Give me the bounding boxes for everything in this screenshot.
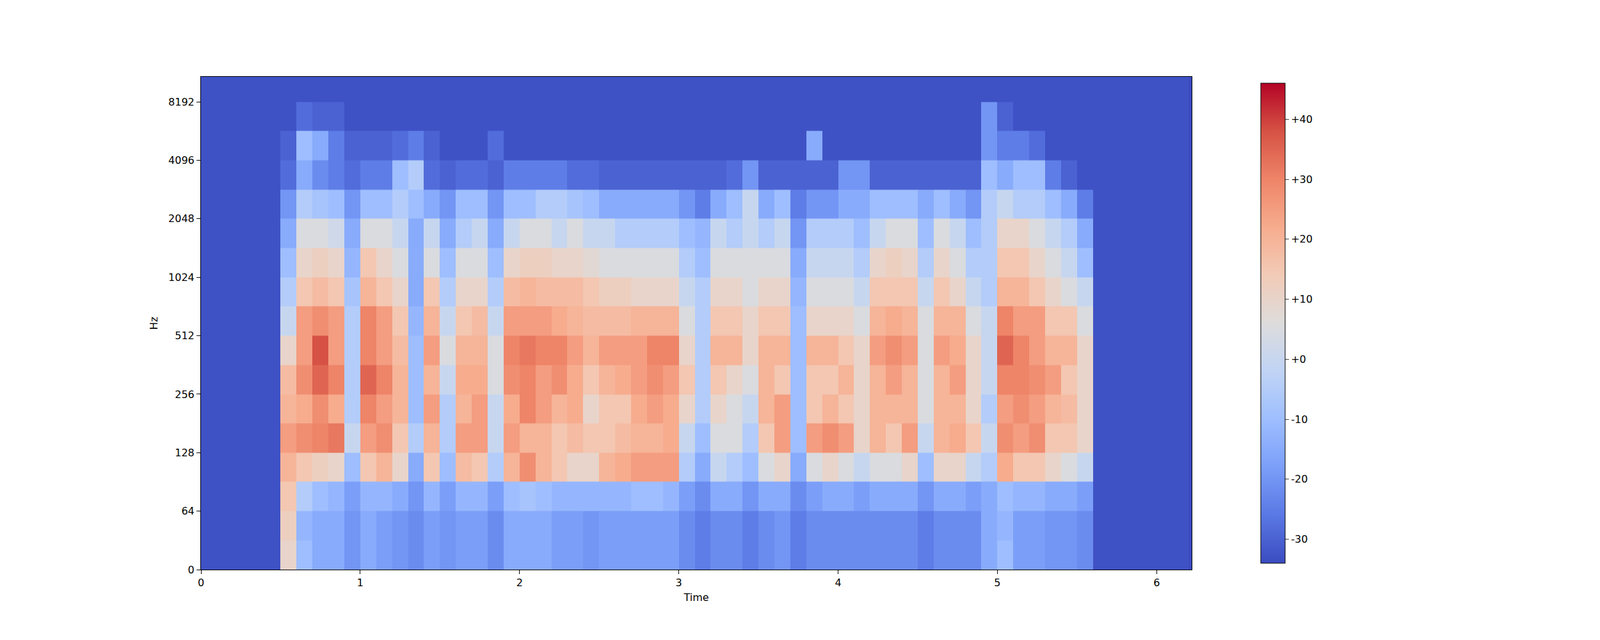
svg-text:+10: +10: [1290, 293, 1313, 306]
svg-text:6: 6: [1153, 576, 1160, 589]
svg-text:8192: 8192: [168, 96, 195, 109]
svg-text:+0: +0: [1290, 353, 1307, 366]
svg-text:1: 1: [357, 576, 364, 589]
svg-text:4096: 4096: [168, 154, 195, 167]
svg-text:512: 512: [174, 329, 195, 342]
svg-text:Hz: Hz: [147, 316, 160, 330]
svg-text:+20: +20: [1290, 232, 1313, 246]
svg-text:128: 128: [174, 446, 195, 459]
svg-text:+40: +40: [1290, 113, 1313, 126]
svg-text:-20: -20: [1290, 472, 1308, 486]
svg-text:64: 64: [181, 504, 194, 518]
svg-text:2048: 2048: [168, 212, 195, 225]
svg-text:0: 0: [188, 563, 195, 576]
svg-text:+30: +30: [1290, 173, 1313, 186]
svg-text:0: 0: [197, 576, 205, 589]
svg-text:4: 4: [834, 576, 841, 589]
svg-text:-30: -30: [1290, 533, 1308, 546]
svg-text:-10: -10: [1290, 413, 1308, 426]
svg-text:Time: Time: [682, 591, 709, 604]
svg-text:2: 2: [516, 576, 523, 589]
svg-text:1024: 1024: [168, 271, 195, 284]
svg-text:5: 5: [993, 576, 1001, 589]
svg-text:256: 256: [174, 388, 195, 401]
svg-text:3: 3: [675, 576, 683, 589]
